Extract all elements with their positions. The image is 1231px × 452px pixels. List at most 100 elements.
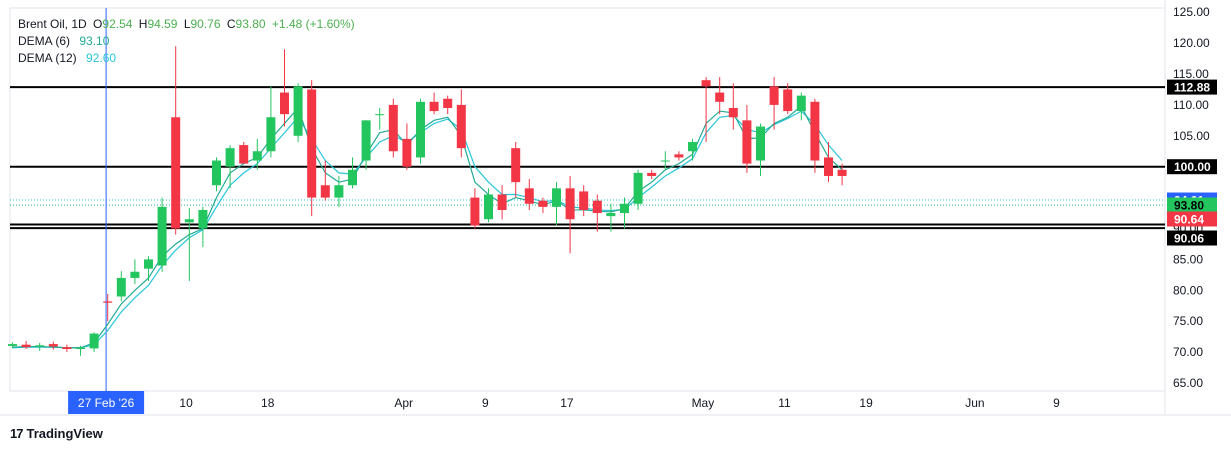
candle-body (130, 271, 140, 278)
dema12-value: 92.60 (86, 51, 117, 65)
candle-body (606, 213, 616, 217)
candle (116, 271, 126, 302)
candle (416, 98, 425, 164)
tradingview-name: TradingView (26, 426, 103, 441)
candle (565, 175, 575, 254)
candle (674, 151, 684, 161)
y-tick-label: 115.00 (1173, 67, 1209, 81)
x-tick-label: 9 (1053, 396, 1060, 410)
candle-body (497, 194, 507, 210)
candle-body (579, 191, 589, 210)
level-tag-100-00-bg (1167, 159, 1217, 175)
candle (796, 92, 806, 121)
x-tick-label: 10 (179, 396, 193, 410)
candle (606, 203, 616, 232)
candle (511, 141, 521, 198)
candle (756, 123, 765, 176)
candle-body (728, 107, 738, 118)
y-tick-label: 120.00 (1173, 36, 1210, 50)
tradingview-logo-icon: 17 (10, 426, 24, 441)
candle (824, 141, 833, 183)
candle-body (280, 92, 289, 115)
level-tag-112-88-bg (1167, 79, 1217, 95)
candle (647, 169, 657, 180)
candle (35, 342, 45, 351)
candle-body (184, 219, 194, 223)
candle (48, 341, 58, 350)
candle (620, 197, 629, 229)
ohlc-row: Brent Oil, 1D O92.54 H94.59 L90.76 C93.8… (18, 16, 355, 33)
candle-body (198, 209, 208, 229)
dema6-row[interactable]: DEMA (6) 93.10 (18, 33, 355, 50)
candle-body (402, 138, 412, 167)
x-tick-label: 18 (261, 396, 275, 410)
candle-body (742, 120, 752, 164)
candle-body (89, 333, 99, 349)
x-tick-label: 11 (778, 396, 791, 410)
candle-body (212, 160, 221, 186)
candle (592, 194, 602, 232)
x-tick-label: Jun (965, 396, 984, 410)
candle (497, 185, 507, 220)
tradingview-brand[interactable]: 17 TradingView (10, 426, 103, 441)
x-tick-label: May (692, 396, 715, 410)
dema12-row[interactable]: DEMA (12) 92.60 (18, 50, 355, 67)
x-tick-label: 17 (560, 396, 574, 410)
price-tag-93-80-bg (1167, 197, 1217, 213)
candle (633, 169, 643, 210)
level-tag-90-64: 90.64 (1174, 212, 1204, 226)
candle (184, 208, 194, 282)
candle-body (225, 148, 235, 167)
candle-body (484, 194, 493, 220)
candle (443, 95, 453, 115)
candle (198, 206, 208, 248)
level-tag-90-06-bg (1167, 230, 1217, 246)
crosshair-date-label: 27 Feb '26 (78, 396, 135, 410)
high-value: 94.59 (147, 17, 178, 31)
candle (769, 77, 779, 130)
chart-legend: Brent Oil, 1D O92.54 H94.59 L90.76 C93.8… (18, 16, 355, 67)
price-tag-93-80: 93.80 (1174, 199, 1204, 213)
candle (239, 141, 249, 164)
candle (484, 188, 493, 223)
candle-body (157, 206, 167, 266)
candle (280, 49, 289, 127)
candle (470, 188, 480, 229)
x-tick-label: Apr (394, 396, 413, 410)
candle-body (688, 141, 697, 152)
x-tick-label: 19 (859, 396, 873, 410)
candle (728, 83, 738, 130)
crosshair-date-bg (68, 391, 145, 414)
candle-body (266, 117, 276, 152)
candle-body (416, 101, 425, 158)
candle (783, 83, 793, 115)
candle-body (443, 98, 453, 108)
candle-body (620, 203, 629, 214)
candle (76, 345, 85, 356)
candle (266, 86, 276, 158)
candle (157, 197, 167, 272)
open-label: O (93, 17, 103, 31)
y-tick-label: 85.00 (1173, 252, 1203, 266)
candle-body (293, 86, 303, 136)
y-tick-label: 125.00 (1173, 5, 1210, 19)
candle-body (565, 188, 575, 220)
candle (579, 185, 589, 217)
candle-body (456, 104, 466, 149)
candle (810, 98, 820, 173)
symbol-label[interactable]: Brent Oil, 1D (18, 17, 87, 31)
candle (8, 342, 17, 349)
y-tick-label: 105.00 (1173, 129, 1210, 143)
candle-body (837, 169, 847, 176)
candle (715, 77, 725, 115)
candle-body (824, 157, 833, 176)
candle-body (524, 188, 534, 204)
candle-body (538, 200, 548, 207)
candle-body (701, 80, 711, 87)
candle (375, 107, 385, 130)
candle-body (171, 117, 181, 229)
dema12-line (12, 110, 843, 349)
candle-body (715, 92, 725, 102)
candle-body (252, 151, 262, 161)
